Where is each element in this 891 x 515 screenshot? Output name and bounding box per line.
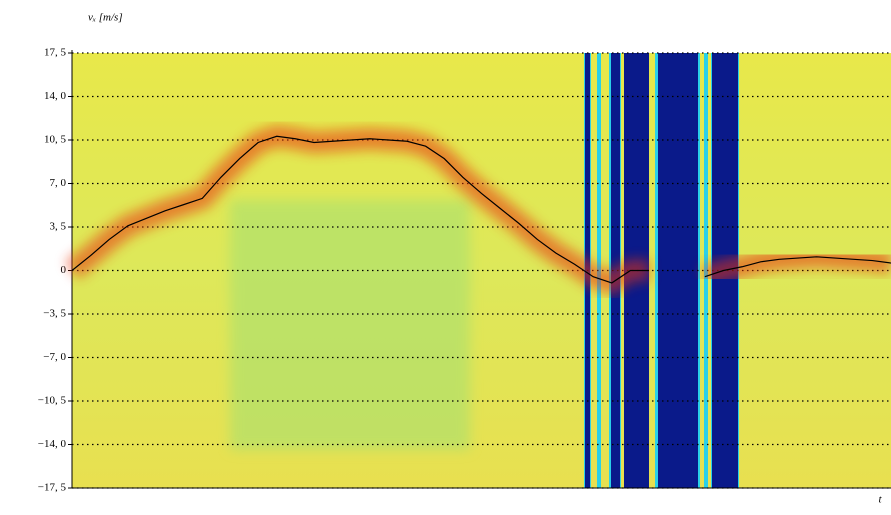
y-tick-label: 17, 5 xyxy=(44,47,67,59)
y-tick-label: 14, 0 xyxy=(44,90,67,102)
y-tick-label: −7, 0 xyxy=(43,351,66,363)
line xyxy=(704,256,891,278)
y-tick-label: 3, 5 xyxy=(50,221,67,233)
y-tick-label: 7, 0 xyxy=(50,177,67,189)
x-axis-label: t xyxy=(878,494,882,506)
y-tick-label: −14, 0 xyxy=(38,438,67,450)
background-texture xyxy=(230,200,470,450)
y-tick-label: −10, 5 xyxy=(38,395,67,407)
y-tick-label: −3, 5 xyxy=(43,308,66,320)
y-tick-label: 0 xyxy=(61,264,67,276)
y-tick-label: 10, 5 xyxy=(44,134,67,146)
y-axis-label: vₓ [m/s] xyxy=(88,12,123,24)
y-tick-label: −17, 5 xyxy=(38,482,67,494)
line xyxy=(71,135,650,284)
